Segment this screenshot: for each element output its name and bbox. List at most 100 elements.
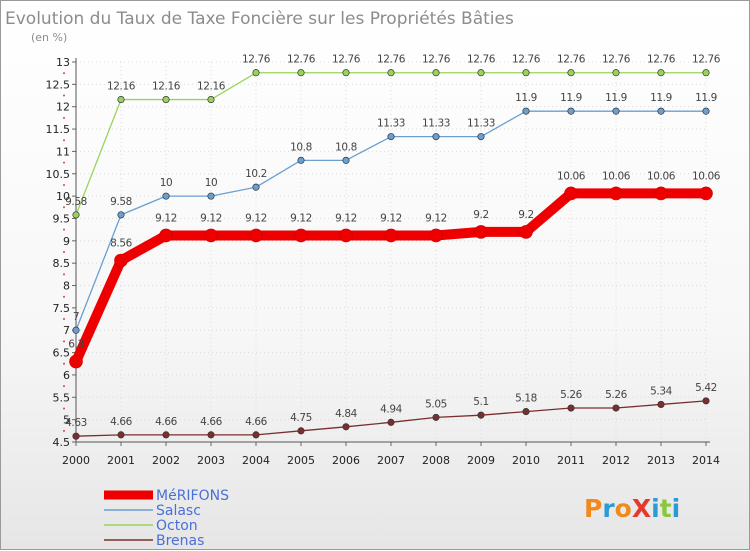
data-point [612,107,620,115]
data-label: 9.2 [518,209,534,221]
data-label: 12.76 [242,54,271,66]
data-point [207,96,215,104]
data-point [654,186,668,201]
data-point [114,253,128,268]
y-minor-dot [63,161,65,164]
unit-label: (en %) [31,31,67,44]
logo-letter: r [602,494,615,523]
data-point [702,107,710,115]
y-tick-label: 13 [56,56,70,69]
data-label: 6.3 [68,339,84,351]
data-label: 4.66 [200,416,222,428]
data-point [477,133,485,141]
data-label: 8.56 [110,237,132,249]
data-label: 12.76 [332,54,361,66]
axes: 4.555.566.577.588.599.51010.51111.51212.… [46,56,721,467]
data-point [252,183,260,191]
legend-entry: Brenas [156,533,204,549]
y-minor-dot [63,183,65,186]
data-point [477,411,485,419]
data-label: 10.06 [647,170,676,182]
data-label: 12.76 [467,54,496,66]
data-point [384,228,398,243]
data-point [612,69,620,77]
data-label: 10.06 [557,170,586,182]
data-point [432,69,440,77]
y-tick-label: 9.5 [53,212,71,225]
data-point [252,431,260,439]
y-minor-dot [63,139,65,142]
data-point [207,192,215,200]
data-point [294,228,308,243]
y-tick-label: 12.5 [46,78,71,91]
y-minor-dot [63,116,65,119]
x-tick-label: 2005 [287,454,315,467]
data-point [117,96,125,104]
data-label: 12.16 [197,81,226,93]
logo-letter: i [672,494,681,523]
data-point [162,96,170,104]
y-tick-label: 11 [56,145,70,158]
data-label: 11.33 [467,118,495,130]
x-tick-label: 2011 [557,454,585,467]
data-point [207,431,215,439]
data-point [657,69,665,77]
data-point [474,225,488,239]
data-label: 10.2 [245,168,267,180]
y-minor-dot [63,362,65,365]
y-minor-dot [63,72,65,75]
grid [75,61,707,443]
data-label: 11.33 [422,118,450,130]
x-tick-label: 2001 [107,454,135,467]
y-tick-label: 8 [63,280,70,293]
data-label: 5.1 [473,396,489,408]
x-tick-label: 2008 [422,454,450,467]
data-point [342,69,350,77]
y-tick-label: 12 [56,101,70,114]
data-label: 5.34 [650,385,672,397]
data-label: 9.58 [110,196,132,208]
data-label: 5.42 [695,382,717,394]
data-label: 9.12 [245,212,267,224]
data-point [204,228,218,243]
data-label: 9.12 [290,212,312,224]
data-label: 12.76 [647,54,676,66]
data-point [297,69,305,77]
x-tick-label: 2007 [377,454,405,467]
chart-title: Evolution du Taux de Taxe Foncière sur l… [5,9,514,29]
logo-letter: i [651,494,660,523]
proxiti-logo: ProXiti [584,494,680,523]
data-label: 12.76 [377,54,406,66]
data-label: 4.75 [290,412,312,424]
data-point [162,431,170,439]
y-tick-label: 10.5 [46,168,71,181]
y-minor-dot [63,295,65,298]
data-label: 10.8 [290,141,312,153]
data-label: 12.76 [692,54,721,66]
y-minor-dot [63,318,65,321]
y-tick-label: 9 [63,235,70,248]
x-tick-label: 2009 [467,454,495,467]
data-label: 9.58 [65,196,87,208]
y-minor-dot [63,385,65,388]
data-point [69,354,83,369]
logo-letter: o [615,494,632,523]
data-point [702,397,710,405]
data-point [657,400,665,408]
data-label: 10.06 [692,170,721,182]
data-point [702,69,710,77]
data-point [342,156,350,164]
data-label: 5.26 [605,389,627,401]
x-tick-label: 2000 [62,454,90,467]
data-point [519,225,533,239]
data-label: 12.76 [557,54,586,66]
data-label: 9.12 [200,212,222,224]
data-point [564,186,578,201]
x-tick-label: 2002 [152,454,180,467]
y-tick-label: 7.5 [53,302,71,315]
data-label: 4.66 [245,416,267,428]
data-point [699,186,713,201]
